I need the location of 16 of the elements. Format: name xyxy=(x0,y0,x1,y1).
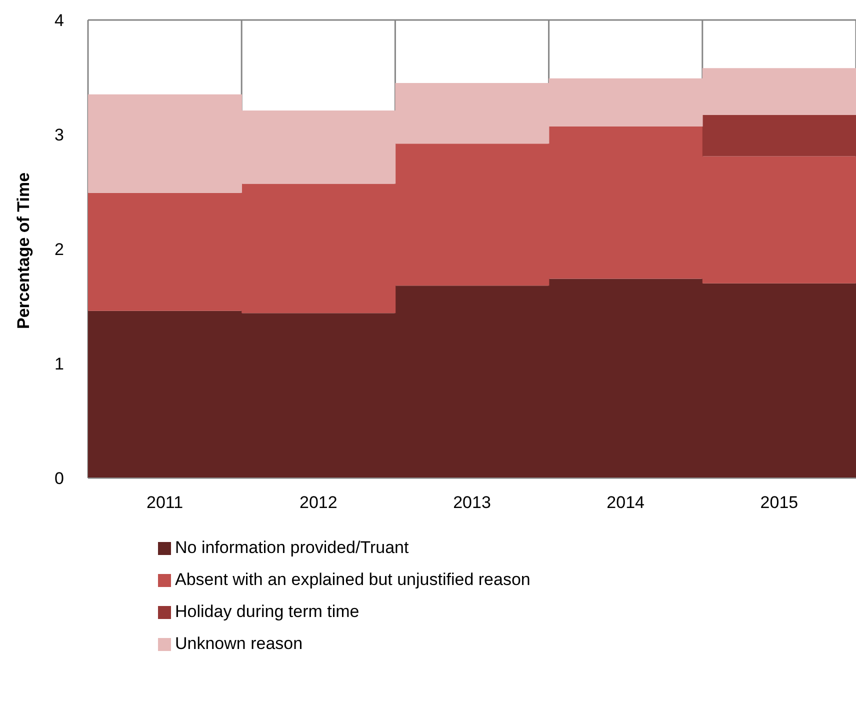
legend-label: Unknown reason xyxy=(175,633,303,655)
bar xyxy=(702,115,856,156)
legend-label: Absent with an explained but unjustified reason xyxy=(175,569,530,591)
legend-label: No information provided/Truant xyxy=(175,537,409,559)
x-tick-label: 2011 xyxy=(146,493,184,512)
y-tick-label: 4 xyxy=(54,11,64,30)
y-tick-label: 0 xyxy=(54,469,64,488)
y-tick-label: 2 xyxy=(54,240,64,260)
y-axis-title: Percentage of Time xyxy=(14,172,34,329)
y-tick-label: 3 xyxy=(54,126,64,145)
legend-label: Holiday during term time xyxy=(175,601,360,623)
x-tick-label: 2014 xyxy=(606,493,645,512)
x-tick-label: 2015 xyxy=(760,493,798,512)
y-tick-label: 1 xyxy=(54,354,64,374)
x-tick-label: 2012 xyxy=(299,493,338,512)
x-tick-label: 2013 xyxy=(453,493,491,512)
